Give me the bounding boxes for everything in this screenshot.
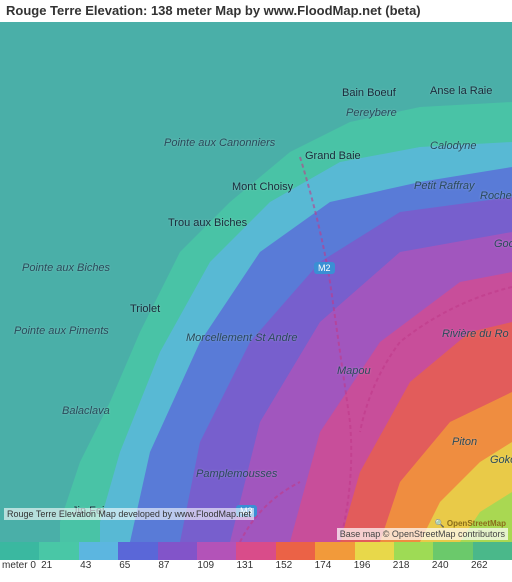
place-label: Good <box>494 238 512 250</box>
legend-swatch <box>79 542 118 560</box>
place-label: Pamplemousses <box>196 468 277 480</box>
legend-swatch <box>473 542 512 560</box>
legend-value: meter 0 <box>2 560 41 574</box>
legend-swatch <box>118 542 157 560</box>
legend-swatch <box>394 542 433 560</box>
osm-logo-text: OpenStreetMap <box>447 519 506 528</box>
legend-swatch <box>158 542 197 560</box>
place-label: Petit Raffray <box>414 180 475 192</box>
legend-value: 65 <box>119 560 158 574</box>
legend-swatch <box>433 542 472 560</box>
legend-swatch <box>276 542 315 560</box>
osm-logo: 🔍 OpenStreetMap <box>435 519 506 528</box>
place-label: Bain Boeuf <box>342 87 396 99</box>
legend-values: meter 021436587109131152174196218240262 <box>0 560 512 574</box>
place-label: Grand Baie <box>305 150 361 162</box>
legend: meter 021436587109131152174196218240262 <box>0 542 512 582</box>
legend-value: 218 <box>393 560 432 574</box>
place-label: Pointe aux Canonniers <box>164 137 275 149</box>
legend-value: 196 <box>354 560 393 574</box>
legend-swatch <box>355 542 394 560</box>
legend-swatch <box>39 542 78 560</box>
place-label: Mont Choisy <box>232 181 293 193</box>
place-label: Calodyne <box>430 140 476 152</box>
place-label: Pereybere <box>346 107 397 119</box>
legend-value: 87 <box>158 560 197 574</box>
legend-color-bar <box>0 542 512 560</box>
legend-value: 152 <box>276 560 315 574</box>
legend-value: 262 <box>471 560 510 574</box>
place-label: Piton <box>452 436 477 448</box>
legend-swatch <box>236 542 275 560</box>
legend-swatch <box>0 542 39 560</box>
legend-value: 174 <box>315 560 354 574</box>
legend-value: 21 <box>41 560 80 574</box>
map-credit: Rouge Terre Elevation Map developed by w… <box>4 508 254 520</box>
map-attribution: Base map © OpenStreetMap contributors <box>337 528 508 540</box>
place-label: Triolet <box>130 303 160 315</box>
legend-swatch <box>315 542 354 560</box>
place-label: Morcellement St Andre <box>186 332 297 344</box>
place-label: Pointe aux Biches <box>22 262 110 274</box>
page-title: Rouge Terre Elevation: 138 meter Map by … <box>0 0 512 22</box>
legend-value: 131 <box>236 560 275 574</box>
legend-swatch <box>197 542 236 560</box>
place-label: Anse la Raie <box>430 85 492 97</box>
elevation-overlay <box>0 22 512 542</box>
place-label: Roche Te <box>480 190 512 202</box>
road-shield: M2 <box>314 262 335 274</box>
place-label: Mapou <box>337 365 371 377</box>
place-label: Balaclava <box>62 405 110 417</box>
place-label: Goko <box>490 454 512 466</box>
legend-value: 240 <box>432 560 471 574</box>
place-label: Rivière du Ro <box>442 328 509 340</box>
legend-value: 43 <box>80 560 119 574</box>
elevation-map: Bain Boeuf Anse la Raie Pereybere Pointe au… <box>0 22 512 542</box>
place-label: Trou aux Biches <box>168 217 247 229</box>
legend-value: 109 <box>197 560 236 574</box>
place-label: Pointe aux Piments <box>14 325 109 337</box>
